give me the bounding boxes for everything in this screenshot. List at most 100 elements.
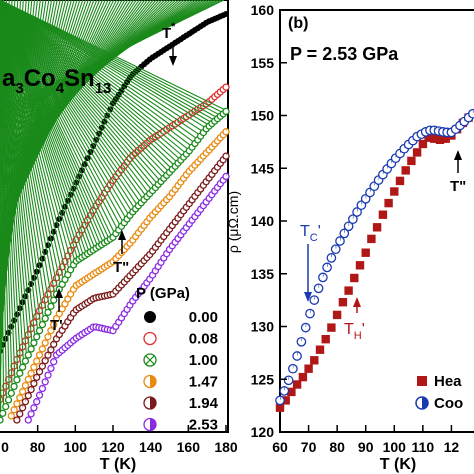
series-a-4-point <box>50 340 58 348</box>
panel-b-y-tick-label: 145 <box>251 160 275 176</box>
annotation-tc-prime: TC' <box>300 223 321 244</box>
legend-marker-2 <box>143 353 157 367</box>
annotation-th-prime: TH' <box>344 321 365 342</box>
series-b-1-point <box>292 351 302 361</box>
series-a-5-point <box>30 404 38 412</box>
annotation-t-double-prime-b: T" <box>450 178 466 195</box>
series-b-1-point <box>296 336 307 347</box>
panel-a-x-tick-label: 0 <box>1 439 9 455</box>
series-b-0-point <box>292 380 302 389</box>
panel-a-x-tick-label: 160 <box>177 439 201 455</box>
series-b-1-point <box>352 207 362 217</box>
panel-b-y-tick-label: 135 <box>251 266 275 282</box>
panel-b-x-tick-label: 80 <box>329 439 345 455</box>
legend-label-5: 2.53 <box>189 417 218 434</box>
panel-a: 80 100 120 140 160 180 0 a3Co4Sn13 T* T" T' P … <box>0 0 238 473</box>
series-b-1-point <box>305 308 315 319</box>
annotation-tc-prime-arrow-head <box>304 292 312 302</box>
panel-b-x-ticks: 60 70 80 90 100 110 12 <box>272 425 459 455</box>
legend-label-2: 1.00 <box>189 352 218 369</box>
series-b-1-point <box>309 295 320 305</box>
series-b-1-point <box>330 244 341 255</box>
series-a-4-point <box>30 379 38 388</box>
series-a-3-point <box>35 351 44 359</box>
series-a-4-point <box>18 404 27 412</box>
panel-a-x-tick-label: 100 <box>64 439 88 455</box>
panel-b-legend: Hea Coo <box>415 373 463 412</box>
series-a-2-point <box>0 0 230 116</box>
panel-b-y-tick-label: 140 <box>251 213 275 229</box>
series-a-3-point <box>41 339 49 347</box>
series-a-5-point <box>44 371 52 379</box>
series-a-3-point <box>27 369 35 377</box>
series-b-0-point <box>361 248 370 257</box>
series-a-3-point <box>21 381 30 390</box>
annotation-t-double-prime: T" <box>113 259 129 276</box>
series-b-0-point <box>281 396 290 405</box>
panel-b-x-tick-label: 12 <box>444 439 460 455</box>
series-a-3-point <box>18 387 27 396</box>
series-b-1-point <box>279 386 290 396</box>
panel-b: 60 70 80 90 100 110 12 120 125 130 135 140 145 150 15… <box>225 2 474 473</box>
panel-a-x-tick-label: 180 <box>214 439 238 455</box>
series-b-1-point <box>288 363 298 374</box>
series-a-4-point <box>44 351 52 359</box>
series-b-1-point <box>348 214 358 225</box>
series-b-0-point <box>367 234 376 244</box>
series-a-5-point <box>222 172 230 181</box>
series-b-0-point <box>321 335 330 344</box>
series-b-0-point <box>390 187 399 196</box>
series-b-1-point <box>322 262 332 273</box>
series-a-4-point <box>222 152 230 160</box>
panel-b-y-tick-label: 160 <box>251 2 275 18</box>
legend-marker-cooling <box>415 396 429 410</box>
panel-b-x-tick-label: 90 <box>358 439 374 455</box>
series-a-1-point <box>222 83 230 91</box>
series-b-1-point <box>275 395 285 406</box>
series-b-0-point <box>304 364 313 373</box>
series-b-0-point <box>287 387 296 397</box>
series-a-3-point <box>38 345 47 353</box>
panel-b-x-tick-label: 60 <box>272 439 288 455</box>
series-a-4-point <box>38 362 47 370</box>
series-a-4-point <box>21 398 30 406</box>
series-a-3-point <box>24 375 32 384</box>
panel-a-x-axis-label: T (K) <box>100 456 136 473</box>
panel-a-title: a3Co4Sn13 <box>2 65 111 97</box>
legend-marker-5 <box>143 417 157 432</box>
series-a-2-point <box>0 0 4 424</box>
series-a-3-point <box>44 333 52 341</box>
series-b-1-point <box>283 375 294 386</box>
panel-b-y-axis-label: ρ (μΩ.cm) <box>225 191 241 253</box>
series-a-3-point <box>30 363 38 371</box>
panel-a-x-tick-label: 120 <box>101 439 125 455</box>
series-a-3-point <box>47 327 55 335</box>
legend-title: P (GPa) <box>136 285 190 302</box>
series-a-4-point <box>24 391 32 400</box>
series-a-2-point <box>0 0 199 148</box>
series-b-0-point <box>395 176 405 186</box>
panel-b-label: (b) <box>288 15 308 32</box>
series-b-0-point <box>384 198 393 208</box>
series-a-4-point <box>27 385 35 394</box>
annotation-th-prime-arrow-head <box>353 297 361 307</box>
panel-b-x-axis-label: T (K) <box>380 456 416 473</box>
series-a-5-point <box>33 398 41 406</box>
series-a-5-point <box>38 384 47 393</box>
panel-b-y-tick-label: 125 <box>251 371 275 387</box>
series-b-0-point <box>275 403 285 412</box>
series-b-0-point <box>430 134 439 143</box>
series-b-0-point <box>372 223 382 232</box>
series-a-4-point <box>41 357 49 365</box>
series-b-0-point <box>412 148 422 157</box>
series-b-1-point <box>318 272 328 283</box>
series-b-0-point <box>338 298 348 307</box>
annotation-t-star-arrow-head <box>169 56 177 66</box>
series-a-5-point <box>50 358 58 366</box>
series-b-0-point <box>327 323 336 332</box>
series-b-1-point <box>300 322 311 333</box>
series-b-0-point <box>298 372 308 382</box>
series-a-4-point <box>33 373 41 382</box>
series-a-0-point <box>223 11 229 17</box>
